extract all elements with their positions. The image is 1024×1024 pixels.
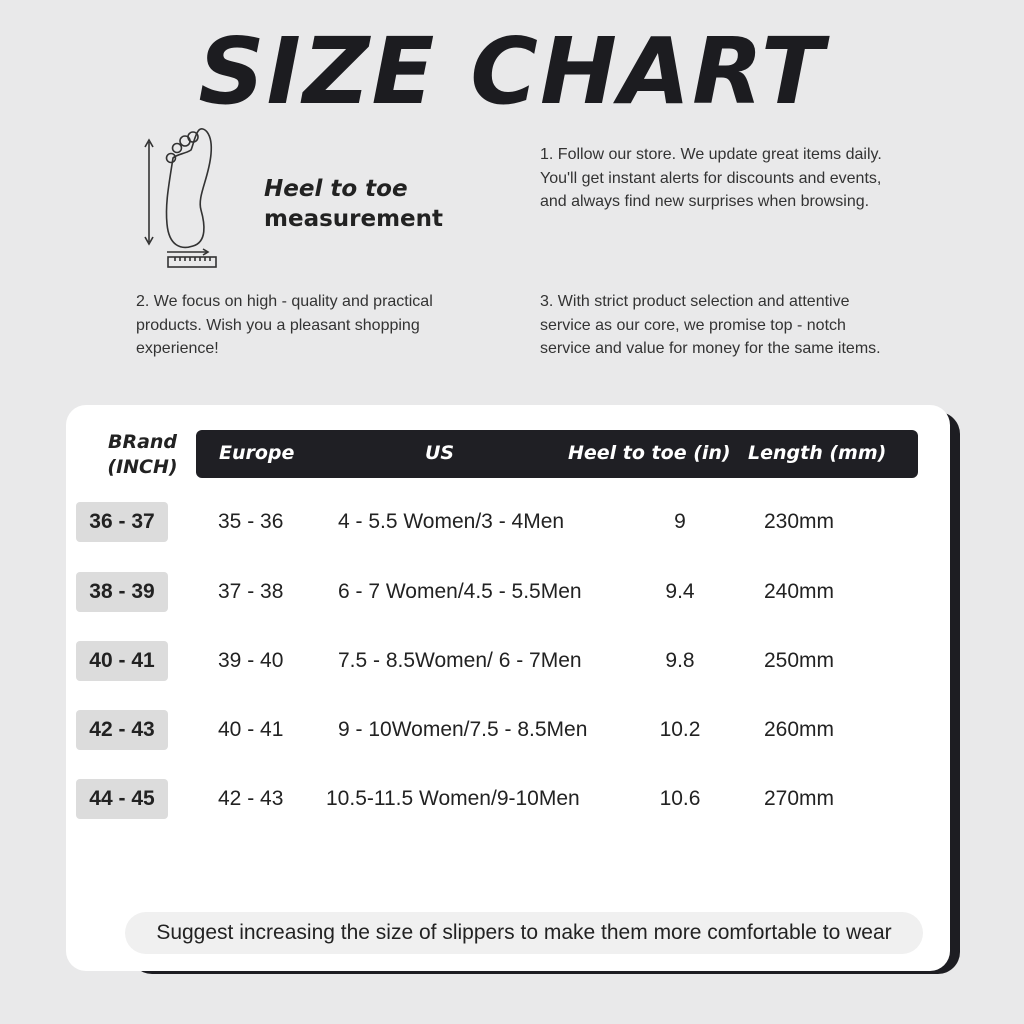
note-2: 2. We focus on high - quality and practi… [136, 293, 433, 357]
header-length: Length (mm) [748, 442, 887, 464]
brand-size-badge: 36 - 37 [76, 502, 168, 542]
us-cell: 4 - 5.5 Women/3 - 4Men [338, 510, 565, 533]
length-cell: 240mm [764, 580, 835, 603]
sizing-tip: Suggest increasing the size of slippers … [125, 912, 923, 954]
table-row: 38 - 39 37 - 38 6 - 7 Women/4.5 - 5.5Men… [0, 572, 1024, 612]
us-cell: 10.5-11.5 Women/9-10Men [326, 787, 580, 810]
europe-cell: 40 - 41 [218, 718, 284, 741]
table-row: 42 - 43 40 - 41 9 - 10Women/7.5 - 8.5Men… [0, 710, 1024, 750]
foot-ruler-icon [144, 128, 217, 268]
length-cell: 230mm [764, 510, 835, 533]
length-cell: 250mm [764, 649, 835, 672]
brand-header: BRand (INCH) [107, 431, 178, 478]
brand-size-badge: 42 - 43 [76, 710, 168, 750]
size-table-card [66, 405, 950, 971]
table-header: Europe US Heel to toe (in) Length (mm) [196, 430, 918, 478]
heel-to-toe-cell: 10.2 [659, 718, 701, 741]
europe-cell: 42 - 43 [218, 787, 284, 810]
header-heel-to-toe: Heel to toe (in) [568, 442, 731, 464]
brand-size-badge: 44 - 45 [76, 779, 168, 819]
table-row: 36 - 37 35 - 36 4 - 5.5 Women/3 - 4Men 9… [0, 502, 1024, 542]
header-europe: Europe [219, 442, 295, 464]
heel-to-toe-cell: 10.6 [659, 787, 701, 810]
europe-cell: 39 - 40 [218, 649, 284, 672]
brand-size-badge: 40 - 41 [76, 641, 168, 681]
brand-size-badge: 38 - 39 [76, 572, 168, 612]
heel-to-toe-cell: 9.8 [665, 649, 695, 672]
note-1: 1. Follow our store. We update great ite… [540, 146, 882, 210]
europe-cell: 35 - 36 [218, 510, 284, 533]
heel-to-toe-cell: 9 [674, 510, 686, 533]
length-cell: 270mm [764, 787, 835, 810]
page-title: SIZE CHART [198, 18, 826, 125]
note-3: 3. With strict product selection and att… [540, 293, 881, 357]
europe-cell: 37 - 38 [218, 580, 284, 603]
heel-to-toe-label: Heel to toe measurement [264, 176, 444, 232]
table-row: 40 - 41 39 - 40 7.5 - 8.5Women/ 6 - 7Men… [0, 641, 1024, 681]
us-cell: 9 - 10Women/7.5 - 8.5Men [338, 718, 588, 741]
header-us: US [425, 442, 455, 464]
length-cell: 260mm [764, 718, 835, 741]
us-cell: 7.5 - 8.5Women/ 6 - 7Men [338, 649, 582, 672]
table-row: 44 - 45 42 - 43 10.5-11.5 Women/9-10Men … [0, 779, 1024, 819]
heel-to-toe-cell: 9.4 [665, 580, 695, 603]
us-cell: 6 - 7 Women/4.5 - 5.5Men [338, 580, 582, 603]
